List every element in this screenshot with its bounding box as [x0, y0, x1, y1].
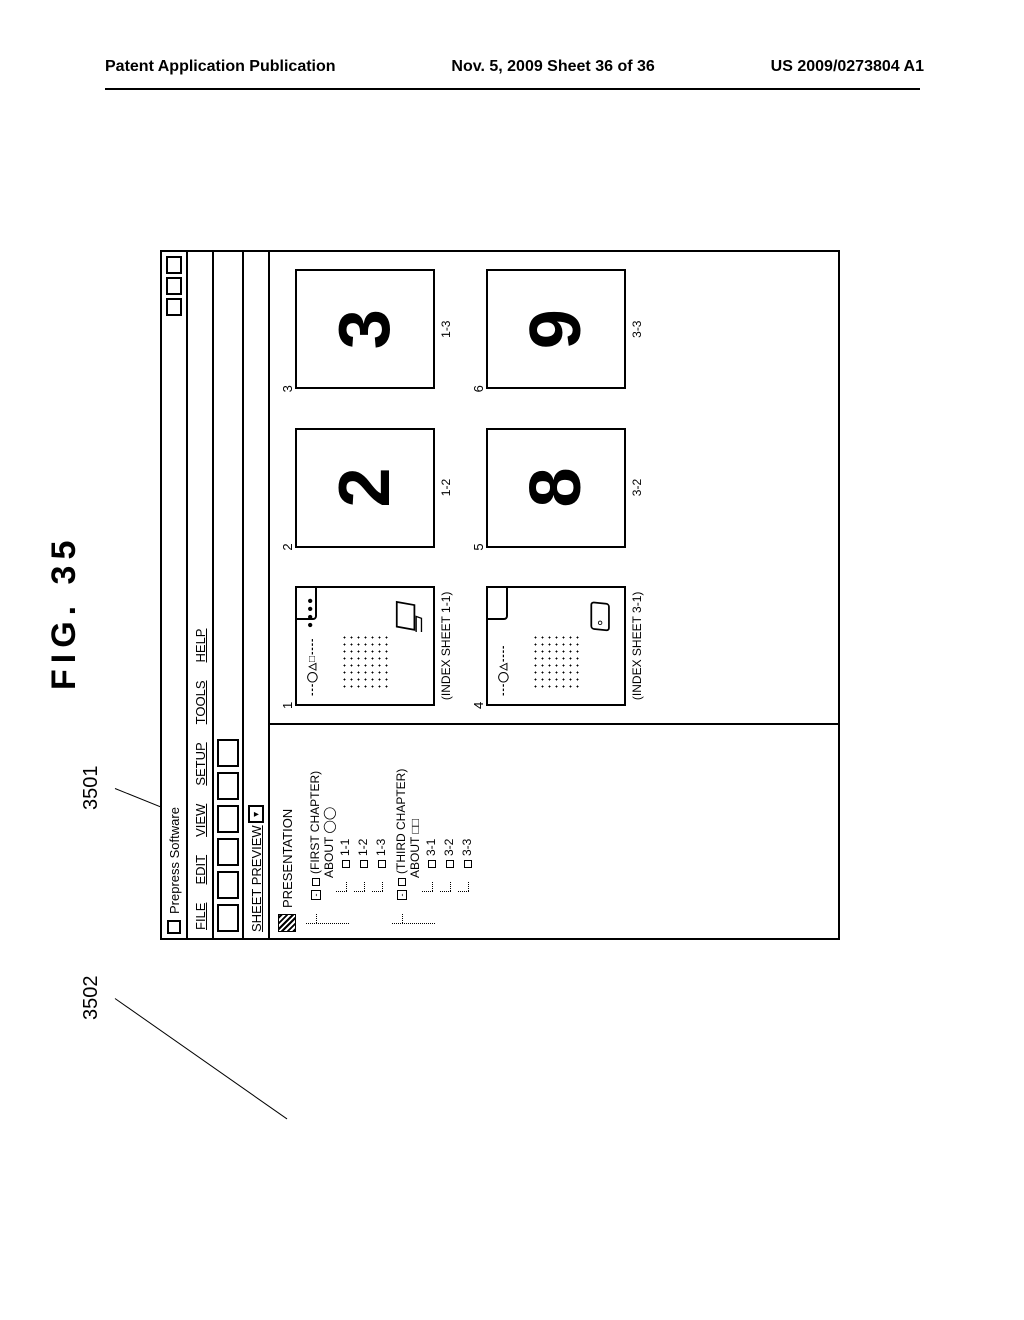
- document-icon: [278, 914, 296, 932]
- toolbar-button-5[interactable]: [217, 772, 239, 800]
- menu-view[interactable]: VIEW: [193, 804, 208, 837]
- sheet-cell-4: 4 ---◯△---- (INDEX SHEET 3-1): [471, 579, 644, 713]
- menu-tools[interactable]: TOOLS: [193, 680, 208, 724]
- sheet-3-3[interactable]: 9: [486, 269, 626, 389]
- menu-setup[interactable]: SETUP: [193, 742, 208, 785]
- header-right: US 2009/0273804 A1: [771, 58, 924, 76]
- sheet-grid: 1 ●●●● ---◯△□---- (INDEX SHEET 1-1) 2: [280, 262, 644, 713]
- page-icon: [378, 860, 386, 868]
- page-icon: [342, 860, 350, 868]
- index-sheet-1-1[interactable]: ●●●● ---◯△□----: [295, 586, 435, 706]
- page-icon: [446, 860, 454, 868]
- sheet-caption: 3-2: [630, 479, 644, 496]
- sheet-cell-5: 5 8 3-2: [471, 420, 644, 554]
- content-area: PRESENTATION -(FIRST CHAPTER) ABOUT ◯◯ 1…: [270, 252, 838, 938]
- page-icon: [464, 860, 472, 868]
- sheet-caption: 1-2: [439, 479, 453, 496]
- view-mode-label: SHEET PREVIEW: [249, 825, 264, 932]
- device-icon: [586, 596, 616, 632]
- index-mini-label: ---◯△----: [498, 645, 509, 696]
- chapter-3-subtitle: ABOUT □□: [408, 731, 422, 900]
- sheet-caption: 3-3: [630, 321, 644, 338]
- sheet-1-3[interactable]: 3: [295, 269, 435, 389]
- tree-page-3-3[interactable]: 3-3: [458, 731, 476, 882]
- expand-icon[interactable]: -: [311, 890, 321, 900]
- sheet-caption: 1-3: [439, 321, 453, 338]
- toolbar-button-1[interactable]: [217, 904, 239, 932]
- toolbar-button-4[interactable]: [217, 805, 239, 833]
- menu-edit[interactable]: EDIT: [193, 855, 208, 885]
- tree-root-label: PRESENTATION: [280, 809, 295, 908]
- viewbar: SHEET PREVIEW: [244, 252, 270, 938]
- ref-3501: 3501: [80, 766, 103, 811]
- view-dropdown[interactable]: [248, 805, 264, 823]
- tab-dots: ●●●●: [305, 596, 316, 628]
- ref-3502: 3502: [80, 976, 103, 1021]
- dots-region: [341, 632, 391, 690]
- app-icon: [167, 920, 181, 934]
- toolbar-button-6[interactable]: [217, 739, 239, 767]
- sheet-caption: (INDEX SHEET 3-1): [630, 592, 644, 700]
- tree-chapter-3[interactable]: -(THIRD CHAPTER) ABOUT □□ 3-1 3-2 3-3: [392, 731, 478, 914]
- page-icon: [360, 860, 368, 868]
- figure-label: FIG. 35: [45, 535, 84, 690]
- dots-region: [532, 632, 582, 690]
- menubar: FILE EDIT VIEW SETUP TOOLS HELP: [188, 252, 214, 938]
- sheet-cell-2: 2 2 1-2: [280, 420, 453, 554]
- tree: -(FIRST CHAPTER) ABOUT ◯◯ 1-1 1-2 1-3 -(…: [306, 731, 478, 932]
- computer-icon: [395, 596, 425, 632]
- close-button[interactable]: [166, 256, 182, 274]
- preview-pane: 1 ●●●● ---◯△□---- (INDEX SHEET 1-1) 2: [270, 252, 838, 723]
- tree-root[interactable]: PRESENTATION: [278, 731, 296, 932]
- page-number: 5: [471, 543, 486, 550]
- app-window: Prepress Software FILE EDIT VIEW SETUP T…: [160, 250, 840, 940]
- header-center: Nov. 5, 2009 Sheet 36 of 36: [451, 58, 654, 76]
- header-left: Patent Application Publication: [105, 58, 336, 76]
- tree-page-1-2[interactable]: 1-2: [354, 731, 372, 882]
- tree-page-3-1[interactable]: 3-1: [422, 731, 440, 882]
- page-number: 1: [280, 702, 295, 709]
- index-mini-label: ---◯△□----: [307, 638, 318, 696]
- page-number: 4: [471, 702, 486, 709]
- tree-page-3-2[interactable]: 3-2: [440, 731, 458, 882]
- page-number: 3: [280, 385, 295, 392]
- window-title: Prepress Software: [167, 807, 182, 914]
- tree-page-1-3[interactable]: 1-3: [372, 731, 390, 882]
- page-number: 6: [471, 385, 486, 392]
- expand-icon[interactable]: -: [397, 890, 407, 900]
- menu-help[interactable]: HELP: [193, 629, 208, 663]
- chapter-1-subtitle: ABOUT ◯◯: [322, 731, 336, 900]
- folder-icon: [312, 878, 320, 886]
- sheet-3-2[interactable]: 8: [486, 428, 626, 548]
- tree-page-1-1[interactable]: 1-1: [336, 731, 354, 882]
- minimize-button[interactable]: [166, 298, 182, 316]
- tree-chapter-1[interactable]: -(FIRST CHAPTER) ABOUT ◯◯ 1-1 1-2 1-3: [306, 731, 392, 914]
- tree-pane: PRESENTATION -(FIRST CHAPTER) ABOUT ◯◯ 1…: [270, 723, 838, 938]
- menu-file[interactable]: FILE: [193, 903, 208, 930]
- toolbar-button-2[interactable]: [217, 871, 239, 899]
- sheet-cell-3: 3 3 1-3: [280, 262, 453, 396]
- sheet-caption: (INDEX SHEET 1-1): [439, 592, 453, 700]
- index-sheet-3-1[interactable]: ---◯△----: [486, 586, 626, 706]
- sheet-1-2[interactable]: 2: [295, 428, 435, 548]
- maximize-button[interactable]: [166, 277, 182, 295]
- sheet-cell-6: 6 9 3-3: [471, 262, 644, 396]
- titlebar: Prepress Software: [162, 252, 188, 938]
- page-number: 2: [280, 543, 295, 550]
- page-header: Patent Application Publication Nov. 5, 2…: [105, 58, 924, 76]
- toolbar-button-3[interactable]: [217, 838, 239, 866]
- sheet-cell-1: 1 ●●●● ---◯△□---- (INDEX SHEET 1-1): [280, 579, 453, 713]
- folder-icon: [398, 878, 406, 886]
- page-icon: [428, 860, 436, 868]
- toolbar: [214, 252, 244, 938]
